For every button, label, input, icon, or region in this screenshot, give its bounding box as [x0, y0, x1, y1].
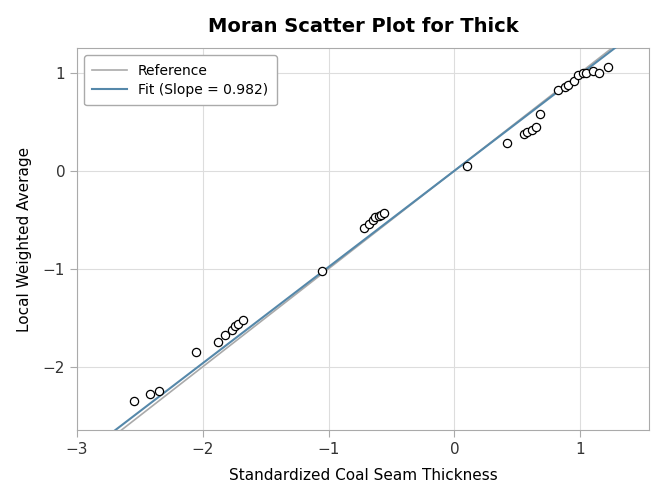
Point: [367, 216, 378, 224]
Title: Moran Scatter Plot for Thick: Moran Scatter Plot for Thick: [208, 16, 518, 36]
Point: [238, 316, 248, 324]
Point: [572, 71, 583, 79]
Point: [370, 213, 380, 221]
Point: [226, 326, 237, 334]
Point: [535, 110, 545, 118]
Point: [502, 140, 513, 147]
Point: [232, 320, 243, 328]
Legend: Reference, Fit (Slope = 0.982): Reference, Fit (Slope = 0.982): [84, 56, 276, 106]
Point: [376, 211, 387, 219]
Point: [129, 397, 139, 405]
Point: [559, 82, 570, 90]
Point: [145, 390, 155, 398]
Point: [317, 266, 328, 274]
Point: [531, 122, 541, 130]
Point: [522, 128, 533, 136]
Point: [603, 63, 613, 71]
Point: [577, 69, 588, 77]
Point: [153, 387, 164, 395]
Point: [581, 69, 592, 77]
Point: [212, 338, 223, 346]
Point: [562, 80, 573, 88]
X-axis label: Standardized Coal Seam Thickness: Standardized Coal Seam Thickness: [228, 468, 498, 483]
Point: [220, 332, 230, 340]
Point: [552, 86, 563, 94]
Point: [230, 322, 241, 330]
Point: [374, 212, 384, 220]
Point: [191, 348, 202, 356]
Point: [378, 209, 389, 217]
Point: [462, 162, 472, 170]
Point: [593, 69, 604, 77]
Point: [364, 220, 374, 228]
Y-axis label: Local Weighted Average: Local Weighted Average: [17, 147, 32, 332]
Point: [358, 224, 369, 232]
Point: [587, 67, 598, 75]
Point: [569, 76, 579, 84]
Point: [518, 130, 529, 138]
Point: [527, 126, 537, 134]
